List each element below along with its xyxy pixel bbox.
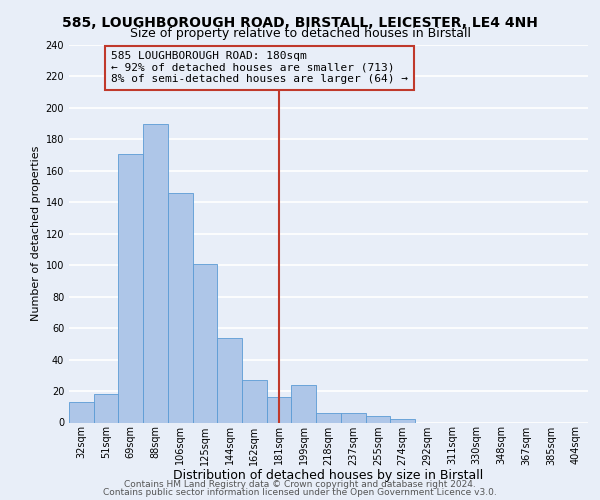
Bar xyxy=(390,420,415,422)
Bar xyxy=(143,124,168,422)
Text: Contains HM Land Registry data © Crown copyright and database right 2024.: Contains HM Land Registry data © Crown c… xyxy=(124,480,476,489)
Bar xyxy=(94,394,118,422)
Bar xyxy=(242,380,267,422)
Bar xyxy=(69,402,94,422)
Bar xyxy=(217,338,242,422)
Y-axis label: Number of detached properties: Number of detached properties xyxy=(31,146,41,322)
Bar xyxy=(341,413,365,422)
Bar xyxy=(292,385,316,422)
Bar xyxy=(365,416,390,422)
Text: Size of property relative to detached houses in Birstall: Size of property relative to detached ho… xyxy=(130,28,470,40)
Bar xyxy=(118,154,143,422)
Bar xyxy=(316,413,341,422)
Bar xyxy=(193,264,217,422)
Text: 585, LOUGHBOROUGH ROAD, BIRSTALL, LEICESTER, LE4 4NH: 585, LOUGHBOROUGH ROAD, BIRSTALL, LEICES… xyxy=(62,16,538,30)
Bar xyxy=(267,398,292,422)
Text: Contains public sector information licensed under the Open Government Licence v3: Contains public sector information licen… xyxy=(103,488,497,497)
Bar xyxy=(168,193,193,422)
Text: 585 LOUGHBOROUGH ROAD: 180sqm
← 92% of detached houses are smaller (713)
8% of s: 585 LOUGHBOROUGH ROAD: 180sqm ← 92% of d… xyxy=(111,52,408,84)
X-axis label: Distribution of detached houses by size in Birstall: Distribution of detached houses by size … xyxy=(173,469,484,482)
